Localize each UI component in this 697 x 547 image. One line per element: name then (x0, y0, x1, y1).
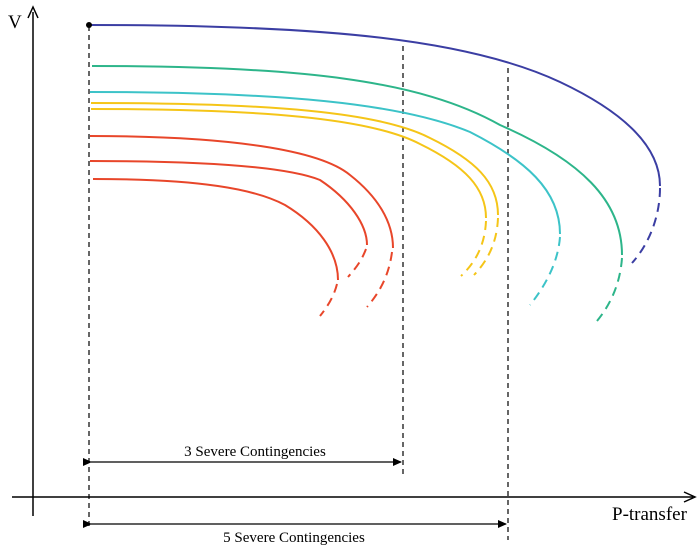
pv-curve-red-2-unstable (347, 248, 367, 278)
pv-curve-yellow-2-unstable (460, 220, 487, 277)
pv-curve-red-3-unstable (319, 283, 338, 317)
pv-curve-cyan-unstable (529, 236, 561, 306)
pv-curve-green-unstable (596, 257, 623, 322)
pv-curve-green (91, 65, 623, 256)
pv-curve-red-3 (92, 178, 339, 281)
pv-curve-yellow-2 (90, 108, 487, 219)
pv-curve-base-case-unstable (631, 187, 661, 264)
pv-curves (88, 24, 661, 322)
x-axis-arrow-icon (683, 491, 697, 503)
base-operating-point (86, 22, 92, 28)
pv-curve-red-1-unstable (366, 251, 393, 308)
x-axis-label: P-transfer (612, 504, 688, 525)
pv-curve-yellow-1-unstable (473, 217, 499, 276)
pv-curve-yellow-1 (90, 102, 499, 216)
pv-curve-red-2 (89, 160, 368, 246)
pv-curve-cyan (89, 91, 561, 235)
span-label-3: 3 Severe Contingencies (184, 444, 326, 460)
y-axis-arrow-icon (27, 5, 39, 19)
y-axis-label: V (8, 12, 22, 33)
pv-curve-red-1 (89, 135, 394, 249)
span-label-5: 5 Severe Contingencies (223, 530, 365, 546)
pv-curve-base-case (88, 24, 661, 187)
